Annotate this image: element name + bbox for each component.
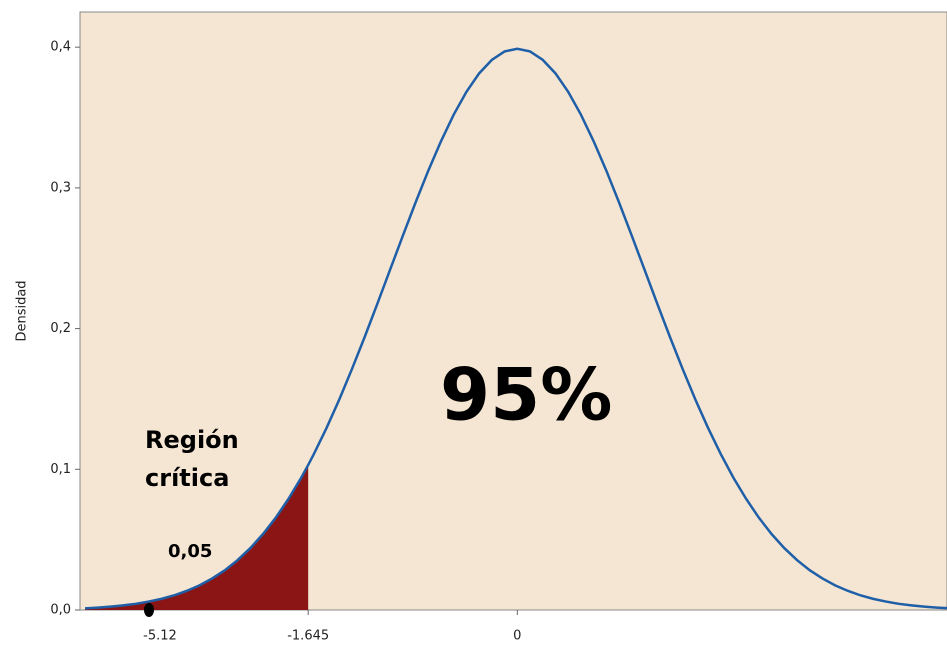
density-curve	[85, 47, 947, 610]
annotation: crítica	[145, 464, 229, 492]
plot-marks	[85, 47, 947, 610]
y-axis-label: Densidad	[15, 280, 30, 341]
statistic-label: -5.12	[143, 629, 177, 644]
annotation: 0,05	[168, 541, 212, 562]
annotation: 95%	[440, 353, 612, 437]
y-tick-label: 0,0	[50, 603, 71, 618]
critical-region	[85, 464, 309, 610]
plot-area	[79, 11, 947, 611]
statistic-dot	[144, 603, 154, 617]
x-tick-label: 0	[513, 629, 521, 644]
x-tick-label: -1.645	[287, 629, 329, 644]
y-tick-label: 0,4	[50, 40, 71, 55]
y-tick-label: 0,1	[50, 462, 71, 477]
y-tick-label: 0,3	[50, 180, 71, 195]
y-tick-label: 0,2	[50, 321, 71, 336]
annotation: Región	[145, 426, 239, 454]
